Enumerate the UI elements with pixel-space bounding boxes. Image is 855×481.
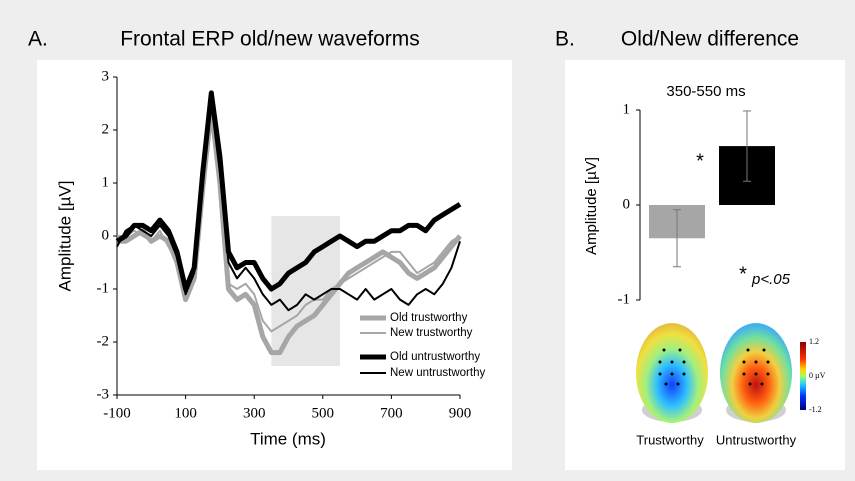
panel-b: [565, 60, 845, 470]
y-tick-label: 3: [102, 68, 110, 84]
y-tick-label: 2: [102, 121, 110, 137]
x-axis-label: Time (ms): [250, 429, 326, 448]
x-tick-label: 100: [174, 405, 197, 421]
panel-label: B.: [555, 28, 575, 51]
chart-title: Frontal ERP old/new waveforms: [120, 28, 420, 51]
significance-marker: *: [696, 150, 704, 172]
topomap-label: Untrustworthy: [716, 432, 797, 447]
y-tick-label: -2: [97, 333, 110, 349]
colorbar-label: 0 µV: [809, 371, 826, 380]
significance-note: p<.05: [751, 271, 791, 288]
y-axis-label: Amplitude [µV]: [55, 181, 74, 292]
legend-label: New untrustworthy: [390, 367, 485, 379]
x-tick-label: 900: [449, 405, 472, 421]
panel-label: A.: [28, 28, 48, 51]
x-tick-label: 700: [380, 405, 403, 421]
x-tick-label: 300: [243, 405, 266, 421]
colorbar: [800, 342, 806, 410]
y-tick-label: 0: [102, 227, 110, 243]
y-tick-label: 1: [623, 101, 631, 117]
y-tick-label: -1: [97, 280, 110, 296]
chart-subtitle: 350-550 ms: [666, 83, 745, 100]
significance-marker: *: [739, 263, 747, 285]
legend-label: New trustworthy: [390, 327, 473, 339]
y-tick-label: 1: [102, 174, 110, 190]
colorbar-label: 1.2: [809, 337, 819, 346]
legend-label: Old trustworthy: [390, 312, 468, 324]
x-tick-label: -100: [103, 405, 131, 421]
y-tick-label: -3: [97, 386, 110, 402]
x-tick-label: 500: [312, 405, 335, 421]
waveform: [117, 113, 461, 333]
chart-title: Old/New difference: [621, 28, 799, 51]
waveform: [115, 90, 462, 292]
y-axis-label: Amplitude [µV]: [583, 157, 600, 255]
topomap-label: Trustworthy: [636, 432, 704, 447]
y-tick-label: 0: [623, 196, 631, 212]
waveform: [116, 102, 461, 312]
y-tick-label: -1: [618, 291, 631, 307]
colorbar-label: -1.2: [809, 405, 822, 414]
topomaps: [636, 323, 792, 423]
legend-label: Old untrustworthy: [390, 351, 480, 363]
